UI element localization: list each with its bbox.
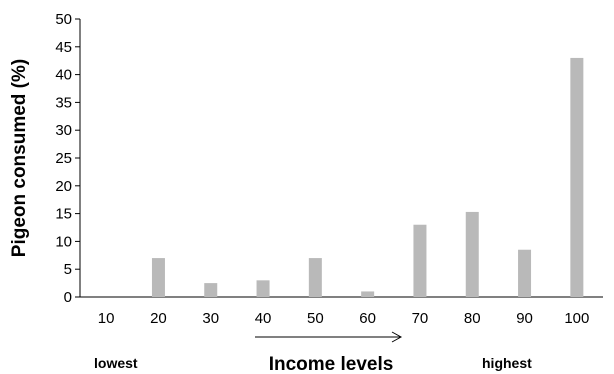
x-tick-label: 50 (307, 310, 324, 327)
x-axis-label: Income levels (269, 354, 394, 374)
direction-arrow (255, 331, 403, 343)
y-tick-label: 10 (55, 233, 72, 250)
y-tick-label: 40 (55, 67, 72, 84)
x-tick-label: 70 (412, 310, 429, 327)
y-tick-label: 45 (55, 39, 72, 56)
bar-60 (361, 291, 375, 297)
bar-80 (465, 211, 479, 297)
y-tick-label: 25 (55, 150, 72, 167)
y-tick-label: 0 (64, 289, 72, 306)
lowest-annotation: lowest (94, 355, 138, 371)
x-tick-label: 100 (564, 310, 589, 327)
bars (151, 57, 584, 297)
x-tick-label: 90 (516, 310, 533, 327)
bar-50 (308, 258, 322, 297)
y-tick-label: 15 (55, 206, 72, 223)
y-tick-label: 30 (55, 122, 72, 139)
x-axis: 10 20 30 40 50 60 70 80 90 100 (80, 296, 603, 327)
bar-40 (256, 280, 270, 297)
x-tick-label: 20 (150, 310, 167, 327)
x-tick-label: 60 (359, 310, 376, 327)
highest-annotation: highest (482, 355, 532, 371)
x-tick-label: 10 (98, 310, 115, 327)
bar-100 (570, 57, 584, 297)
x-tick-label: 40 (255, 310, 272, 327)
y-tick-label: 5 (64, 261, 72, 278)
bar-70 (413, 224, 427, 297)
y-tick-label: 50 (55, 11, 72, 28)
x-tick-label: 30 (202, 310, 219, 327)
y-tick-label: 20 (55, 178, 72, 195)
x-tick-label: 80 (464, 310, 481, 327)
bar-30 (204, 283, 218, 297)
bar-20 (151, 258, 165, 297)
bar-90 (518, 249, 532, 297)
y-axis: 0 5 10 15 20 25 30 35 40 45 50 (55, 11, 81, 306)
y-axis-label: Pigeon consumed (%) (9, 59, 30, 257)
y-tick-label: 35 (55, 94, 72, 111)
